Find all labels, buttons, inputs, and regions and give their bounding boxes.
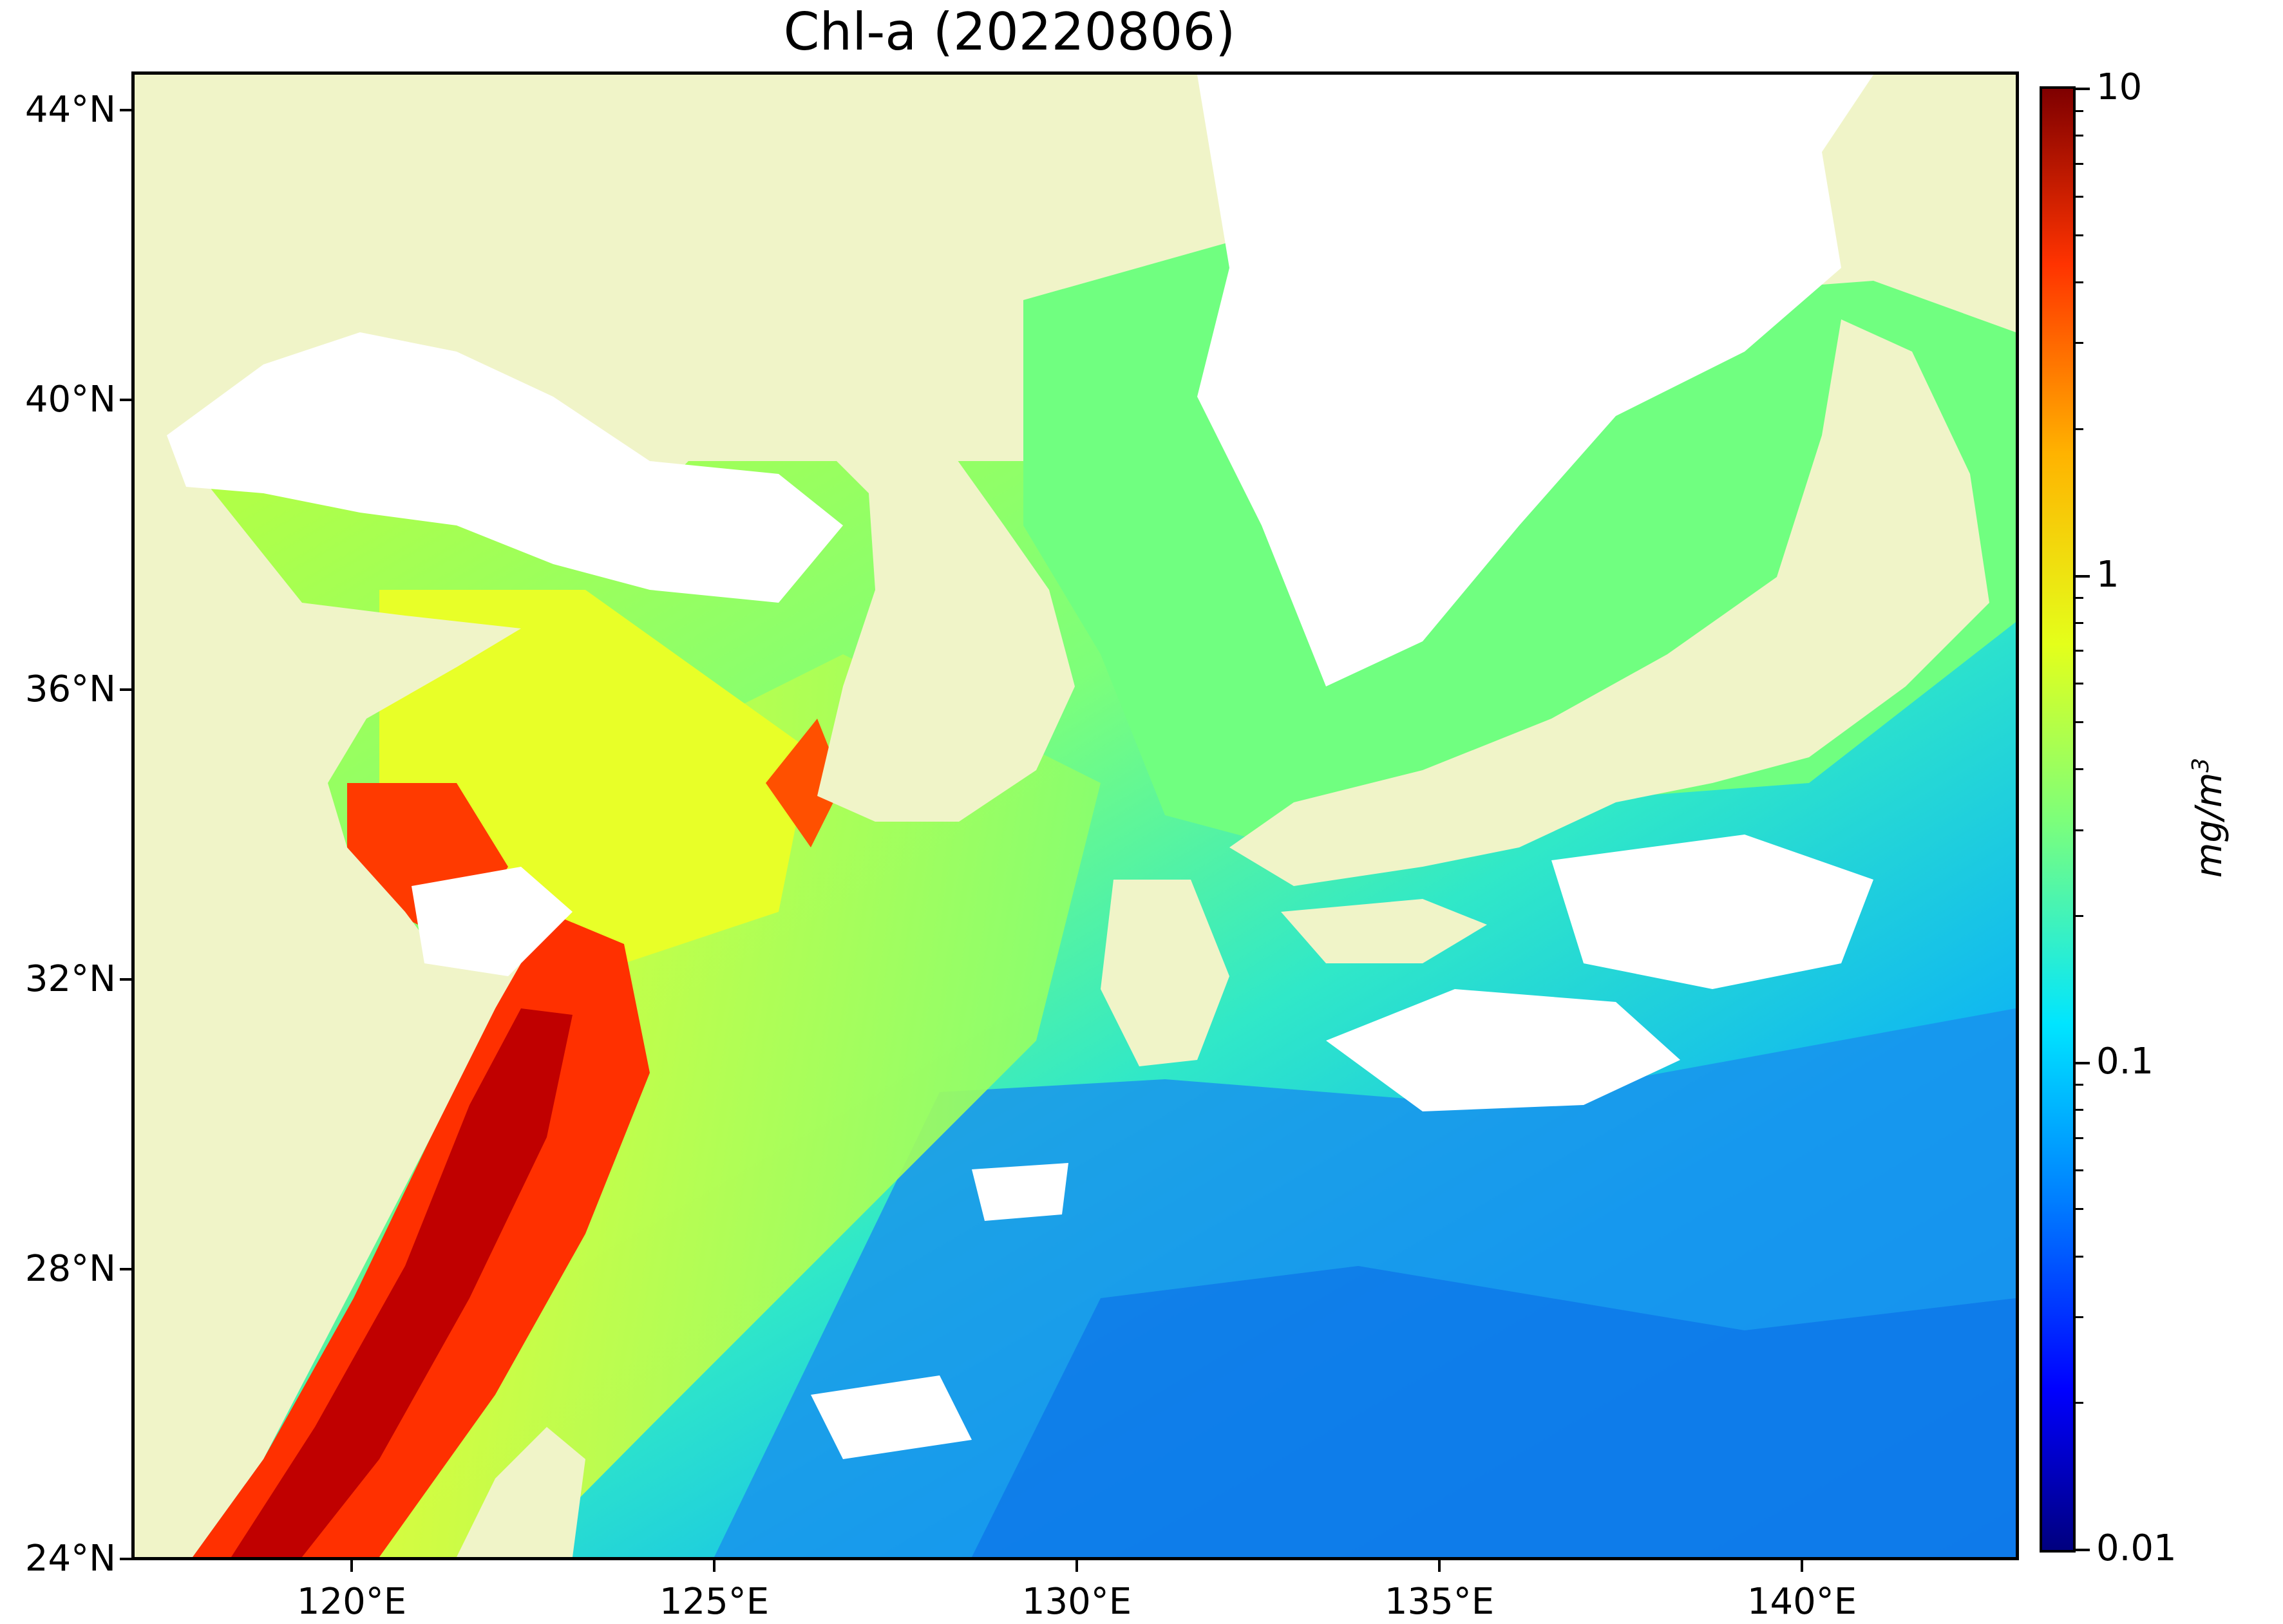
cloud-shanghai xyxy=(412,867,573,976)
colorbar-minor-tick xyxy=(2076,135,2083,137)
lon-tick xyxy=(1075,1560,1078,1572)
lon-label: 130°E xyxy=(1021,1581,1132,1623)
colorbar-minor-tick xyxy=(2076,342,2083,344)
lat-label: 44°N xyxy=(24,89,116,131)
lat-label: 28°N xyxy=(24,1248,116,1290)
unit-base: mg/m xyxy=(2188,772,2230,878)
colorbar-minor-tick xyxy=(2076,1084,2083,1086)
colorbar-minor-tick xyxy=(2076,768,2083,770)
colorbar-minor-tick xyxy=(2076,1169,2083,1171)
korea-land xyxy=(817,352,1075,822)
cloud-south xyxy=(811,1375,972,1459)
honshu-land xyxy=(1229,319,1989,886)
lon-tick xyxy=(713,1560,715,1572)
taiwan-land xyxy=(457,1427,585,1557)
colorbar xyxy=(2040,86,2076,1553)
colorbar-minor-tick xyxy=(2076,1316,2083,1318)
lat-tick xyxy=(120,688,131,691)
colorbar-label: 10 xyxy=(2096,66,2143,108)
lat-tick xyxy=(120,109,131,111)
colorbar-minor-tick xyxy=(2076,196,2083,198)
lat-tick xyxy=(120,978,131,981)
lon-label: 140°E xyxy=(1747,1581,1857,1623)
lon-tick xyxy=(350,1560,353,1572)
unit-exponent: 3 xyxy=(2188,757,2215,773)
cloud-japan-sea-north xyxy=(1197,75,1873,686)
lat-label: 24°N xyxy=(24,1538,116,1580)
colorbar-minor-tick xyxy=(2076,234,2083,236)
east-china-sea-yellow xyxy=(379,654,1101,1557)
colorbar-minor-tick xyxy=(2076,110,2083,112)
colorbar-minor-tick xyxy=(2076,1402,2083,1404)
colorbar-major-tick xyxy=(2076,1549,2090,1551)
lat-label: 32°N xyxy=(24,958,116,1000)
lat-label: 40°N xyxy=(24,379,116,420)
colorbar-minor-tick xyxy=(2076,1137,2083,1139)
shikoku-land xyxy=(1281,899,1487,963)
hokkaido-land xyxy=(1822,75,2016,319)
colorbar-minor-tick xyxy=(2076,428,2083,430)
lat-tick xyxy=(120,1268,131,1270)
colorbar-minor-tick xyxy=(2076,597,2083,599)
map-canvas xyxy=(135,75,2016,1557)
cloud-pacific-1 xyxy=(1326,989,1680,1111)
colorbar-minor-tick xyxy=(2076,281,2083,283)
colorbar-minor-tick xyxy=(2076,1256,2083,1258)
lat-tick xyxy=(120,1558,131,1560)
lon-label: 125°E xyxy=(659,1581,770,1623)
chart-title: Chl-a (20220806) xyxy=(783,2,1236,62)
bohai-cloud xyxy=(167,332,843,603)
colorbar-minor-tick xyxy=(2076,622,2083,624)
colorbar-major-tick xyxy=(2076,575,2090,578)
colorbar-major-tick xyxy=(2076,88,2090,90)
colorbar-major-tick xyxy=(2076,1062,2090,1064)
colorbar-minor-tick xyxy=(2076,915,2083,917)
colorbar-minor-tick xyxy=(2076,1109,2083,1111)
lon-tick xyxy=(1801,1560,1803,1572)
lon-label: 120°E xyxy=(296,1581,407,1623)
colorbar-label: 0.01 xyxy=(2096,1527,2177,1569)
china-land xyxy=(135,75,1262,1557)
coastal-bloom-darkred xyxy=(231,1008,573,1557)
lat-tick xyxy=(120,399,131,401)
colorbar-minor-tick xyxy=(2076,683,2083,685)
colorbar-minor-tick xyxy=(2076,163,2083,165)
colorbar-minor-tick xyxy=(2076,721,2083,723)
cloud-pacific-2 xyxy=(1551,835,1873,989)
lon-label: 135°E xyxy=(1384,1581,1495,1623)
cloud-pacific-3 xyxy=(972,1163,1068,1221)
lat-label: 36°N xyxy=(24,668,116,710)
colorbar-label: 0.1 xyxy=(2096,1041,2154,1082)
map-panel xyxy=(131,71,2019,1560)
lon-tick xyxy=(1438,1560,1441,1572)
colorbar-minor-tick xyxy=(2076,829,2083,831)
korea-west-bloom xyxy=(766,719,843,847)
pacific-dark-blue xyxy=(972,1266,2016,1557)
colorbar-unit: mg/m3 xyxy=(2188,758,2230,878)
colorbar-minor-tick xyxy=(2076,1208,2083,1210)
colorbar-label: 1 xyxy=(2096,554,2119,596)
colorbar-minor-tick xyxy=(2076,650,2083,652)
kyushu-land xyxy=(1101,880,1229,1066)
